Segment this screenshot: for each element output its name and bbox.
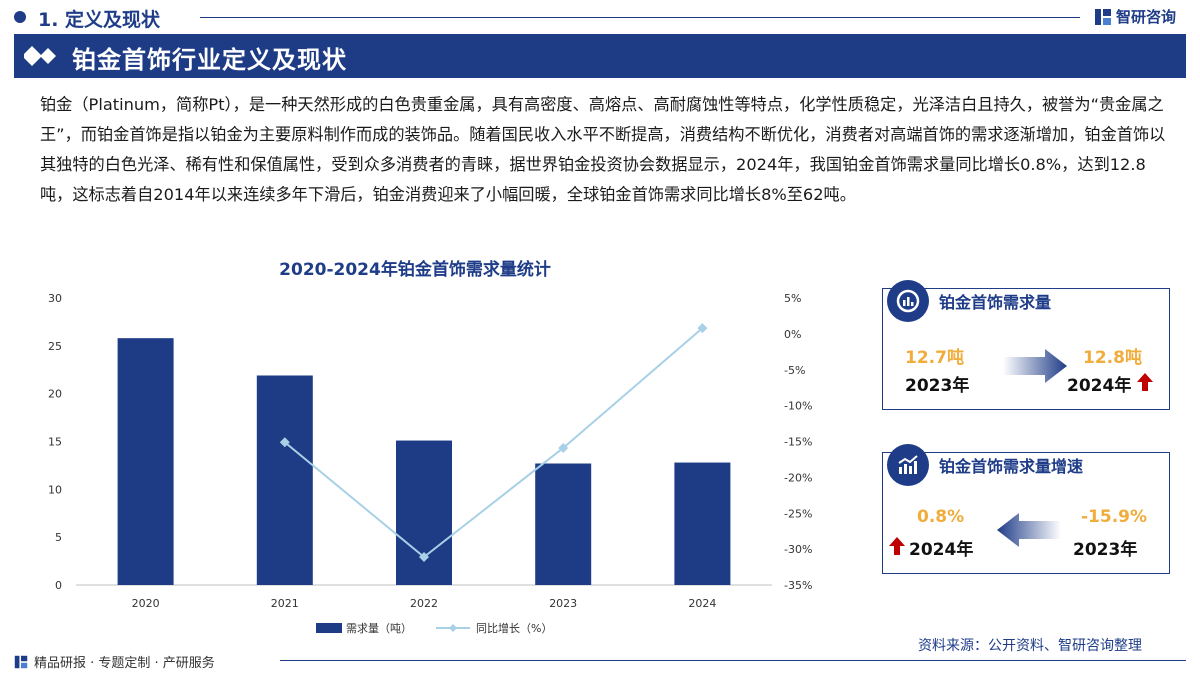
diamond-icon — [24, 46, 56, 66]
y-right-tick-label: 0% — [784, 328, 801, 341]
legend-line-label: 同比增长（%） — [476, 621, 552, 635]
y-left-tick-label: 15 — [48, 436, 62, 449]
growth-prev-year: 2023年 — [1073, 540, 1138, 560]
y-right-tick-label: -30% — [784, 543, 812, 556]
y-left-tick-label: 20 — [48, 388, 62, 401]
demand-prev-value: 12.7吨 — [905, 348, 964, 368]
brand-logo: 智研咨询 — [1094, 6, 1176, 27]
y-left-tick-label: 5 — [55, 531, 62, 544]
demand-curr-year: 2024年 — [1067, 376, 1132, 396]
demand-curr-value: 12.8吨 — [1083, 348, 1142, 368]
intro-paragraph: 铂金（Platinum，简称Pt），是一种天然形成的白色贵重金属，具有高密度、高… — [40, 95, 1166, 204]
up-arrow-icon — [1137, 373, 1153, 391]
y-right-tick-label: -15% — [784, 436, 812, 449]
y-left-tick-label: 30 — [48, 292, 62, 305]
x-tick-label: 2020 — [132, 597, 160, 610]
bar — [535, 463, 592, 585]
section-title: 1. 定义及现状 — [38, 9, 161, 31]
bullet-dot-icon — [14, 11, 26, 23]
y-left-tick-label: 10 — [48, 483, 62, 496]
x-tick-label: 2023 — [549, 597, 577, 610]
demand-card-title: 铂金首饰需求量 — [939, 293, 1052, 312]
y-left-tick-label: 25 — [48, 340, 62, 353]
y-right-tick-label: -25% — [784, 507, 812, 520]
growth-curr-value: 0.8% — [917, 507, 965, 527]
legend-bar-swatch — [316, 623, 342, 633]
growth-curr-year: 2024年 — [909, 540, 974, 560]
legend-bar-label: 需求量（吨） — [346, 622, 412, 635]
growth-line — [284, 327, 704, 559]
line-point — [279, 437, 290, 448]
demand-card-header: 铂金首饰需求量 — [883, 280, 1052, 322]
y-right-tick-label: -10% — [784, 400, 812, 413]
up-arrow-icon — [889, 537, 905, 555]
bar — [396, 440, 452, 585]
growth-prev-value: -15.9% — [1081, 507, 1148, 527]
growth-card-title: 铂金首饰需求量增速 — [939, 457, 1084, 476]
x-tick-label: 2024 — [688, 597, 716, 610]
footer-logo-icon — [14, 655, 28, 668]
logo-icon — [1095, 8, 1111, 25]
banner-title: 铂金首饰行业定义及现状 — [72, 46, 347, 74]
bar — [256, 375, 313, 585]
y-right-tick-label: 5% — [784, 292, 801, 305]
x-tick-label: 2021 — [271, 597, 299, 610]
chart-title: 2020-2024年铂金首饰需求量统计 — [279, 260, 551, 280]
source-note: 资料来源：公开资料、智研咨询整理 — [918, 638, 1142, 654]
y-left-tick-label: 0 — [55, 579, 62, 592]
arrow-left-icon — [997, 513, 1061, 547]
growth-card: 铂金首饰需求量增速 0.8% 2024年 -15.9% 2023年 — [882, 444, 1170, 574]
demand-prev-year: 2023年 — [905, 376, 970, 396]
footer-text: 精品研报 · 专题定制 · 产研服务 — [34, 656, 215, 671]
x-tick-label: 2022 — [410, 597, 438, 610]
footer-divider — [280, 660, 1186, 661]
line-point — [419, 552, 429, 563]
top-bar: 1. 定义及现状 智研咨询 — [0, 0, 1200, 36]
line-point — [558, 442, 569, 453]
bar — [117, 338, 174, 585]
top-divider — [200, 17, 1080, 18]
demand-chart: 0 5 10 15 20 25 30 -35% -30% -25% -20% -15% -10% -5% 0… — [48, 292, 812, 635]
legend-line-marker — [449, 624, 457, 632]
gauge-icon — [887, 280, 929, 322]
line-point — [697, 323, 708, 334]
footer: 精品研报 · 专题定制 · 产研服务 — [14, 652, 215, 671]
demand-card: 铂金首饰需求量 12.7吨 2023年 12.8吨 2024年 — [882, 280, 1170, 410]
y-right-tick-label: -5% — [784, 364, 805, 377]
logo-text: 智研咨询 — [1116, 8, 1177, 26]
arrow-right-icon — [1003, 349, 1067, 383]
y-right-tick-label: -35% — [784, 579, 812, 592]
trend-chart-icon — [887, 444, 929, 486]
y-right-tick-label: -20% — [784, 471, 812, 484]
bar — [674, 462, 731, 585]
growth-card-header: 铂金首饰需求量增速 — [883, 444, 1084, 486]
title-banner: 铂金首饰行业定义及现状 — [14, 34, 1186, 78]
